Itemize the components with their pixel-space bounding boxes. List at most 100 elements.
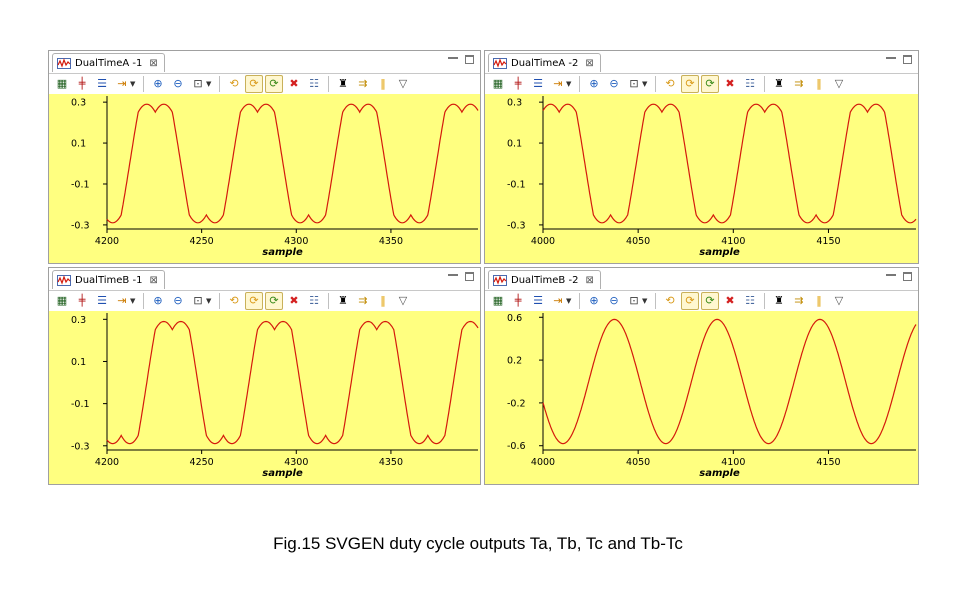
dropdown-arrow-icon[interactable]: ▼ — [566, 296, 572, 305]
binoculars-icon[interactable]: ♜ — [774, 77, 784, 90]
y-tick-label: -0.1 — [507, 179, 526, 190]
x-axis-label: sample — [262, 247, 303, 258]
minimize-icon[interactable] — [448, 57, 458, 61]
minimize-icon[interactable] — [448, 274, 458, 278]
dropdown-arrow-icon[interactable]: ▼ — [566, 79, 572, 88]
x-tick-label: 4050 — [626, 236, 650, 247]
view-menu-icon[interactable]: ▽ — [834, 294, 844, 307]
split-icon[interactable]: ╪ — [514, 77, 522, 90]
dropdown-arrow-icon[interactable]: ▼ — [642, 296, 648, 305]
plot-area[interactable]: 0.6 0.2 -0.2 -0.6 4000 4050 4100 4150 sample — [485, 311, 918, 484]
auto-refresh-icon[interactable]: ⟳ — [701, 74, 719, 93]
delete-icon[interactable]: ✖ — [289, 294, 299, 307]
plot-area[interactable]: 0.3 0.1 -0.1 -0.3 4200 4250 4300 4350 sample — [49, 94, 480, 263]
step-icon[interactable]: ⇉ — [358, 77, 368, 90]
marker-icon[interactable]: ⇥ — [553, 77, 563, 90]
maximize-icon[interactable] — [465, 55, 474, 64]
zoom-in-icon[interactable]: ⊕ — [589, 77, 599, 90]
list-icon[interactable]: ☷ — [745, 294, 755, 307]
plot-area[interactable]: 0.3 0.1 -0.1 -0.3 4000 4050 4100 4150 sample — [485, 94, 918, 263]
graph-properties-icon[interactable]: ▦ — [492, 77, 504, 90]
zoom-out-icon[interactable]: ⊖ — [173, 77, 183, 90]
step-icon[interactable]: ⇉ — [794, 294, 804, 307]
continuous-refresh-icon[interactable]: ⟳ — [245, 291, 263, 310]
pause-icon[interactable]: ‖ — [380, 294, 386, 307]
minimize-icon[interactable] — [886, 274, 896, 278]
zoom-out-icon[interactable]: ⊖ — [609, 77, 619, 90]
dropdown-arrow-icon[interactable]: ▼ — [130, 296, 136, 305]
delete-icon[interactable]: ✖ — [725, 294, 735, 307]
minimize-icon[interactable] — [886, 57, 896, 61]
maximize-icon[interactable] — [903, 272, 912, 281]
pause-icon[interactable]: ‖ — [816, 294, 822, 307]
list-icon[interactable]: ☷ — [309, 77, 319, 90]
zoom-in-icon[interactable]: ⊕ — [589, 294, 599, 307]
refresh-icon[interactable]: ⟲ — [229, 294, 239, 307]
view-menu-icon[interactable]: ▽ — [398, 77, 408, 90]
toolbar-separator — [579, 292, 580, 309]
continuous-refresh-icon[interactable]: ⟳ — [245, 74, 263, 93]
chart-toolbar: ▦ ╪ ☰ ⇥ ▼ ⊕ ⊖ ⊡ ▼ ⟲ ⟳ ⟳ ✖ ☷ ♜ ⇉ ‖ ▽ — [49, 73, 480, 94]
graph-properties-icon[interactable]: ▦ — [56, 294, 68, 307]
continuous-refresh-icon[interactable]: ⟳ — [681, 291, 699, 310]
dropdown-arrow-icon[interactable]: ▼ — [130, 79, 136, 88]
maximize-icon[interactable] — [903, 55, 912, 64]
marker-icon[interactable]: ⇥ — [553, 294, 563, 307]
view-tab[interactable]: DualTimeB -2 ⊠ — [488, 270, 601, 289]
x-tick-label: 4350 — [379, 236, 403, 247]
split-icon[interactable]: ╪ — [78, 77, 86, 90]
pause-icon[interactable]: ‖ — [380, 77, 386, 90]
zoom-out-icon[interactable]: ⊖ — [173, 294, 183, 307]
columns-icon[interactable]: ☰ — [97, 294, 107, 307]
zoom-out-icon[interactable]: ⊖ — [609, 294, 619, 307]
zoom-in-icon[interactable]: ⊕ — [153, 77, 163, 90]
step-icon[interactable]: ⇉ — [358, 294, 368, 307]
split-icon[interactable]: ╪ — [514, 294, 522, 307]
x-tick-label: 4000 — [531, 457, 555, 468]
binoculars-icon[interactable]: ♜ — [338, 77, 348, 90]
maximize-icon[interactable] — [465, 272, 474, 281]
view-tab[interactable]: DualTimeA -2 ⊠ — [488, 53, 601, 72]
columns-icon[interactable]: ☰ — [533, 77, 543, 90]
zoom-fit-icon[interactable]: ⊡ — [193, 77, 203, 90]
zoom-fit-icon[interactable]: ⊡ — [629, 294, 639, 307]
list-icon[interactable]: ☷ — [309, 294, 319, 307]
continuous-refresh-icon[interactable]: ⟳ — [681, 74, 699, 93]
delete-icon[interactable]: ✖ — [725, 77, 735, 90]
graph-properties-icon[interactable]: ▦ — [56, 77, 68, 90]
graph-properties-icon[interactable]: ▦ — [492, 294, 504, 307]
columns-icon[interactable]: ☰ — [533, 294, 543, 307]
view-tab-bar: DualTimeA -1 ⊠ — [49, 51, 480, 74]
plot-area[interactable]: 0.3 0.1 -0.1 -0.3 4200 4250 4300 4350 sample — [49, 311, 480, 484]
refresh-icon[interactable]: ⟲ — [665, 77, 675, 90]
dropdown-arrow-icon[interactable]: ▼ — [206, 79, 212, 88]
refresh-icon[interactable]: ⟲ — [665, 294, 675, 307]
dropdown-arrow-icon[interactable]: ▼ — [206, 296, 212, 305]
view-tab[interactable]: DualTimeA -1 ⊠ — [52, 53, 165, 72]
refresh-icon[interactable]: ⟲ — [229, 77, 239, 90]
step-icon[interactable]: ⇉ — [794, 77, 804, 90]
zoom-fit-icon[interactable]: ⊡ — [193, 294, 203, 307]
auto-refresh-icon[interactable]: ⟳ — [265, 291, 283, 310]
marker-icon[interactable]: ⇥ — [117, 294, 127, 307]
pause-icon[interactable]: ‖ — [816, 77, 822, 90]
view-menu-icon[interactable]: ▽ — [398, 294, 408, 307]
view-tab[interactable]: DualTimeB -1 ⊠ — [52, 270, 165, 289]
binoculars-icon[interactable]: ♜ — [338, 294, 348, 307]
delete-icon[interactable]: ✖ — [289, 77, 299, 90]
marker-icon[interactable]: ⇥ — [117, 77, 127, 90]
auto-refresh-icon[interactable]: ⟳ — [265, 74, 283, 93]
columns-icon[interactable]: ☰ — [97, 77, 107, 90]
list-icon[interactable]: ☷ — [745, 77, 755, 90]
binoculars-icon[interactable]: ♜ — [774, 294, 784, 307]
auto-refresh-icon[interactable]: ⟳ — [701, 291, 719, 310]
close-x-icon[interactable]: ⊠ — [585, 274, 594, 286]
close-x-icon[interactable]: ⊠ — [149, 274, 158, 286]
split-icon[interactable]: ╪ — [78, 294, 86, 307]
close-x-icon[interactable]: ⊠ — [585, 57, 594, 69]
dropdown-arrow-icon[interactable]: ▼ — [642, 79, 648, 88]
zoom-fit-icon[interactable]: ⊡ — [629, 77, 639, 90]
view-menu-icon[interactable]: ▽ — [834, 77, 844, 90]
zoom-in-icon[interactable]: ⊕ — [153, 294, 163, 307]
close-x-icon[interactable]: ⊠ — [149, 57, 158, 69]
